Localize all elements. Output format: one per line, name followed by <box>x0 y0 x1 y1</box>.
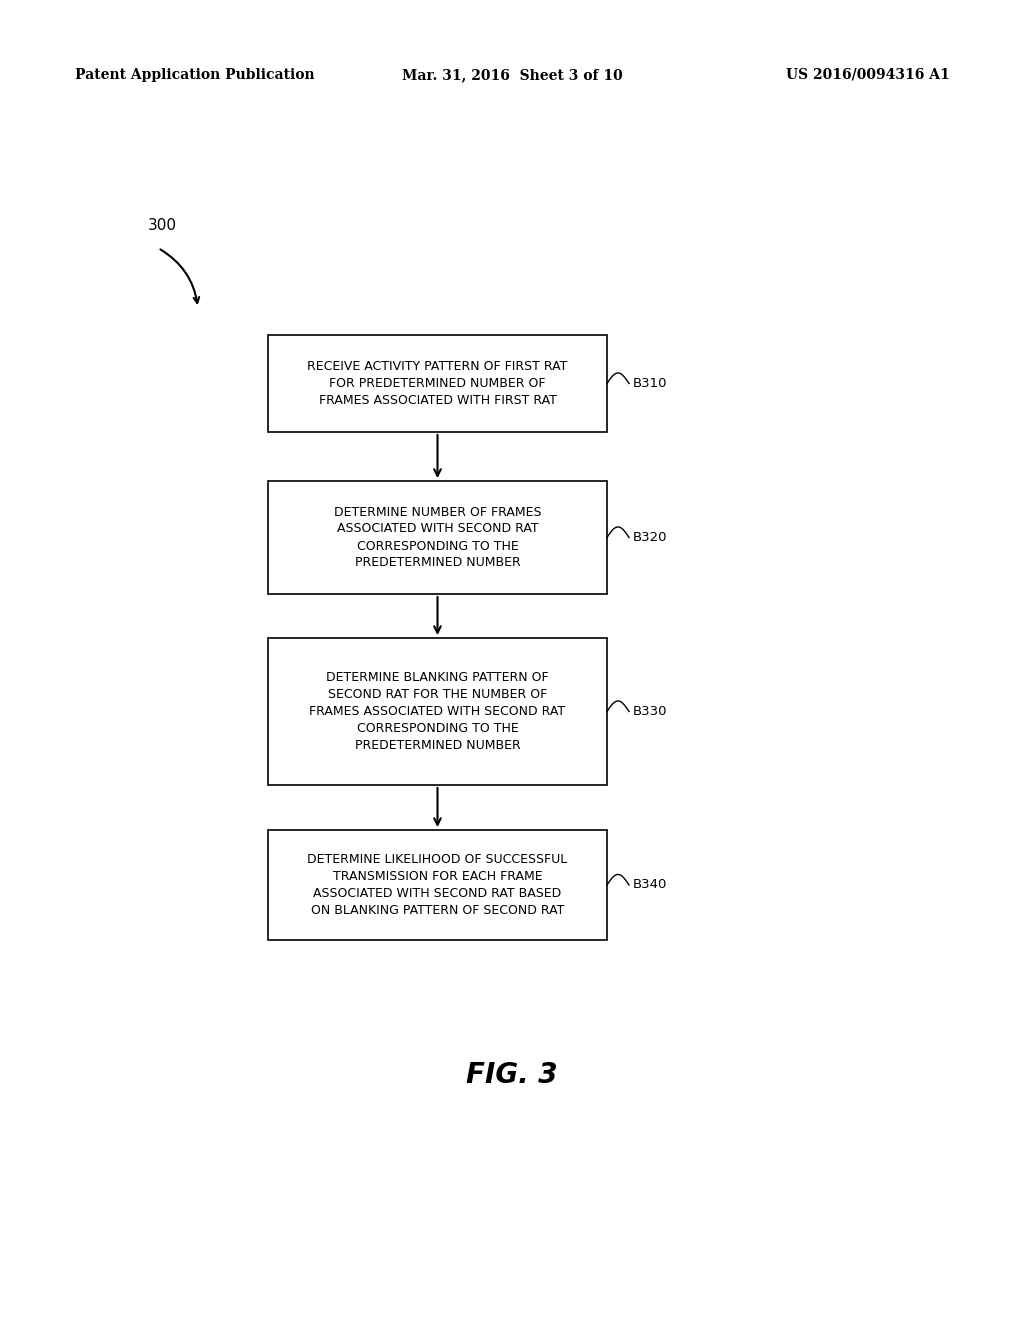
Text: B340: B340 <box>633 879 668 891</box>
Text: Mar. 31, 2016  Sheet 3 of 10: Mar. 31, 2016 Sheet 3 of 10 <box>401 69 623 82</box>
Bar <box>268 638 607 785</box>
Text: DETERMINE BLANKING PATTERN OF
SECOND RAT FOR THE NUMBER OF
FRAMES ASSOCIATED WIT: DETERMINE BLANKING PATTERN OF SECOND RAT… <box>309 671 565 752</box>
Text: DETERMINE NUMBER OF FRAMES
ASSOCIATED WITH SECOND RAT
CORRESPONDING TO THE
PREDE: DETERMINE NUMBER OF FRAMES ASSOCIATED WI… <box>334 506 542 569</box>
Text: FIG. 3: FIG. 3 <box>466 1061 558 1089</box>
Bar <box>268 480 607 594</box>
Text: RECEIVE ACTIVITY PATTERN OF FIRST RAT
FOR PREDETERMINED NUMBER OF
FRAMES ASSOCIA: RECEIVE ACTIVITY PATTERN OF FIRST RAT FO… <box>307 360 567 407</box>
Text: US 2016/0094316 A1: US 2016/0094316 A1 <box>786 69 950 82</box>
Bar <box>268 335 607 432</box>
Text: 300: 300 <box>148 218 177 232</box>
Text: DETERMINE LIKELIHOOD OF SUCCESSFUL
TRANSMISSION FOR EACH FRAME
ASSOCIATED WITH S: DETERMINE LIKELIHOOD OF SUCCESSFUL TRANS… <box>307 853 567 917</box>
Text: B310: B310 <box>633 378 668 389</box>
Bar <box>268 830 607 940</box>
Text: Patent Application Publication: Patent Application Publication <box>75 69 314 82</box>
Text: B320: B320 <box>633 531 668 544</box>
Text: B330: B330 <box>633 705 668 718</box>
